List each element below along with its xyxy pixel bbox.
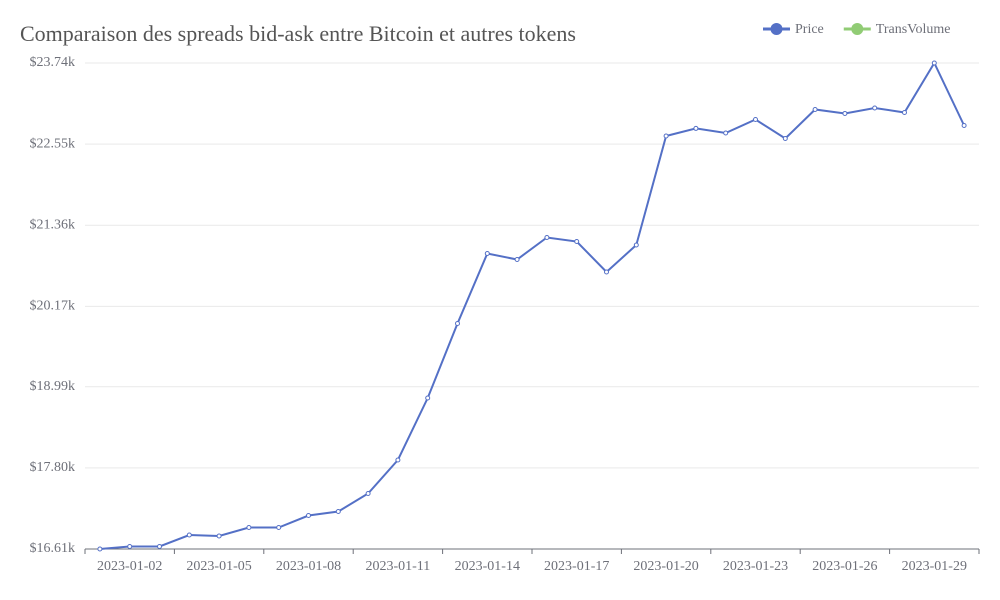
x-tick-label: 2023-01-26 (812, 559, 877, 574)
data-point (484, 251, 490, 257)
x-tick-label: 2023-01-08 (276, 559, 341, 574)
data-point (782, 135, 788, 141)
y-tick-label: $17.80k (30, 460, 76, 475)
data-point (335, 509, 341, 515)
y-tick-label: $22.55k (30, 136, 76, 151)
x-tick-label: 2023-01-17 (544, 559, 609, 574)
data-point (127, 543, 133, 549)
legend-icon (851, 23, 864, 35)
data-point (872, 105, 878, 111)
data-point (425, 395, 431, 401)
y-tick-label: $20.17k (30, 299, 76, 314)
legend-label: Price (795, 22, 824, 37)
series-line (99, 60, 966, 550)
data-point (514, 257, 520, 263)
x-tick-label: 2023-01-14 (455, 559, 520, 574)
legend-label: TransVolume (876, 22, 951, 37)
data-point (812, 106, 818, 112)
x-tick-label: 2023-01-20 (633, 559, 698, 574)
data-point (306, 513, 311, 519)
data-point (246, 525, 252, 531)
data-point (902, 109, 907, 115)
data-point (723, 130, 729, 136)
data-point (663, 133, 669, 139)
x-tick-label: 2023-01-23 (723, 559, 788, 574)
data-point (544, 234, 550, 240)
x-tick-label: 2023-01-29 (902, 559, 967, 574)
data-point (693, 125, 699, 131)
y-tick-label: $16.61k (30, 541, 76, 556)
data-point (455, 321, 460, 327)
data-point (276, 525, 282, 531)
chart-title: Comparaison des spreads bid-ask entre Bi… (20, 21, 576, 46)
data-point (216, 533, 222, 539)
data-point (574, 239, 580, 245)
data-point (753, 117, 758, 123)
y-tick-label: $23.74k (30, 55, 76, 70)
x-tick-label: 2023-01-05 (186, 559, 251, 574)
x-tick-label: 2023-01-11 (365, 559, 430, 574)
data-point (157, 543, 162, 549)
data-point (604, 269, 609, 275)
data-point (842, 110, 848, 116)
x-tick-label: 2023-01-02 (97, 559, 162, 574)
data-point (97, 546, 103, 552)
y-tick-label: $18.99k (30, 379, 76, 394)
data-point (931, 60, 937, 66)
y-tick-label: $21.36k (30, 217, 76, 232)
legend-icon (770, 23, 783, 35)
data-point (961, 123, 967, 129)
data-point (395, 457, 401, 463)
data-point (365, 491, 371, 497)
data-point (186, 532, 192, 538)
data-point (633, 242, 639, 248)
